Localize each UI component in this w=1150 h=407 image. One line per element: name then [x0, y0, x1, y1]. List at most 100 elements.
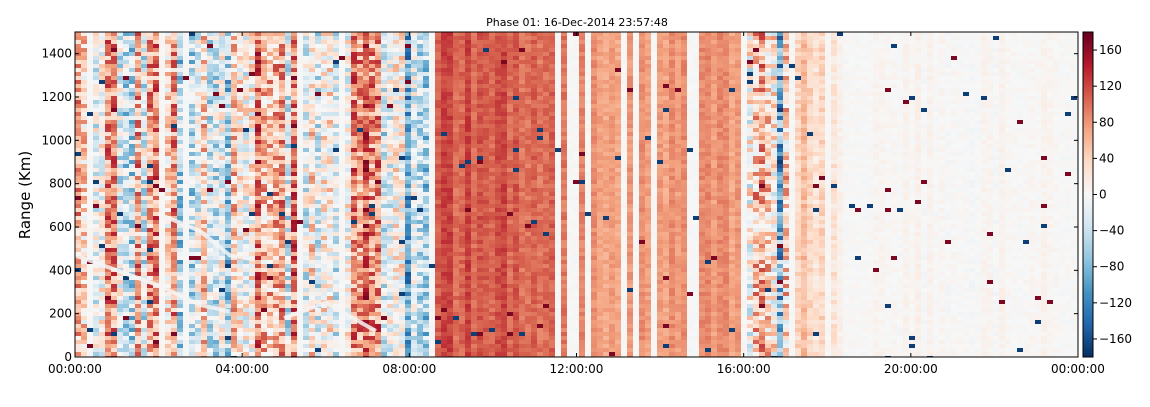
heatmap-cell: [105, 320, 112, 325]
heatmap-cell: [117, 336, 124, 341]
heatmap-cell: [105, 36, 112, 41]
heatmap-cell: [345, 280, 352, 285]
heatmap-cell: [165, 124, 172, 129]
heatmap-cell: [423, 60, 430, 65]
heatmap-cell: [75, 84, 82, 89]
heatmap-cell: [357, 68, 364, 73]
heatmap-cell: [333, 336, 340, 341]
heatmap-cell: [165, 60, 172, 65]
heatmap-cell: [75, 172, 82, 177]
heatmap-cell: [357, 240, 364, 245]
heatmap-cell: [357, 32, 364, 37]
heatmap-cell: [405, 240, 412, 245]
heatmap-cell: [93, 84, 100, 89]
heatmap-cell: [417, 96, 424, 101]
heatmap-cell: [309, 88, 316, 93]
heatmap-cell: [117, 36, 124, 41]
heatmap-cell: [159, 232, 166, 237]
heatmap-cell: [213, 348, 220, 353]
heatmap-cell: [363, 116, 370, 121]
heatmap-cell: [393, 192, 400, 197]
heatmap-cell: [135, 108, 142, 113]
heatmap-cell: [183, 68, 190, 73]
heatmap-cell: [195, 52, 202, 57]
heatmap-cell: [417, 188, 424, 193]
heatmap-cell: [411, 312, 418, 317]
heatmap-cell: [387, 160, 394, 165]
heatmap-cell: [261, 308, 268, 313]
heatmap-cell: [345, 136, 352, 141]
heatmap-cell: [279, 244, 286, 249]
heatmap-cell: [195, 188, 202, 193]
heatmap-cell: [345, 108, 352, 113]
heatmap-cell: [159, 288, 166, 293]
heatmap-cell: [291, 32, 298, 37]
heatmap-cell: [249, 288, 256, 293]
heatmap-cell: [231, 352, 238, 357]
heatmap-cell: [207, 352, 214, 357]
heatmap-cell: [213, 104, 220, 109]
heatmap-cell: [117, 184, 124, 189]
heatmap-cell: [225, 216, 232, 221]
heatmap-cell: [297, 96, 304, 101]
heatmap-cell: [237, 188, 244, 193]
heatmap-cell: [255, 280, 262, 285]
heatmap-cell: [159, 60, 166, 65]
heatmap-cell: [237, 232, 244, 237]
heatmap-cell: [249, 260, 256, 265]
heatmap-cell: [411, 116, 418, 121]
heatmap-cell: [255, 184, 262, 189]
heatmap-cell: [369, 104, 376, 109]
heatmap-cell: [207, 92, 214, 97]
heatmap-cell: [171, 188, 178, 193]
heatmap-cell: [399, 324, 406, 329]
heatmap-cell: [351, 56, 358, 61]
heatmap-cell: [117, 328, 124, 333]
heatmap-cell: [327, 160, 334, 165]
heatmap-cell: [255, 216, 262, 221]
heatmap-cell: [159, 208, 166, 213]
heatmap-cell: [291, 132, 298, 137]
heatmap-cell: [435, 308, 442, 313]
heatmap-cell: [123, 232, 130, 237]
heatmap-cell: [93, 288, 100, 293]
heatmap-cell: [273, 180, 280, 185]
heatmap-cell: [123, 348, 130, 353]
heatmap-cell: [243, 248, 250, 253]
heatmap-cell: [219, 292, 226, 297]
heatmap-cell: [93, 148, 100, 153]
heatmap-cell: [429, 132, 436, 137]
heatmap-cell: [351, 208, 358, 213]
heatmap-cell: [99, 36, 106, 41]
heatmap-cell: [429, 216, 436, 221]
heatmap-cell: [99, 316, 106, 321]
heatmap-cell: [183, 276, 190, 281]
heatmap-cell: [111, 284, 118, 289]
heatmap-cell: [405, 208, 412, 213]
heatmap-cell: [423, 316, 430, 321]
heatmap-cell: [117, 344, 124, 349]
heatmap-cell: [357, 220, 364, 225]
heatmap-cell: [153, 240, 160, 245]
heatmap-cell: [279, 216, 286, 221]
heatmap-cell: [129, 156, 136, 161]
heatmap-cell: [183, 304, 190, 309]
heatmap-cell: [111, 152, 118, 157]
heatmap-cell: [129, 140, 136, 145]
heatmap-cell: [255, 336, 262, 341]
heatmap-cell: [165, 248, 172, 253]
heatmap-cell: [237, 160, 244, 165]
heatmap-cell: [327, 172, 334, 177]
heatmap-cell: [153, 40, 160, 45]
heatmap-cell: [417, 344, 424, 349]
heatmap-cell: [177, 52, 184, 57]
heatmap-cell: [405, 252, 412, 257]
heatmap-cell: [327, 244, 334, 249]
heatmap-cell: [297, 68, 304, 73]
heatmap-cell: [147, 156, 154, 161]
heatmap-cell: [399, 272, 406, 277]
heatmap-cell: [189, 152, 196, 157]
heatmap-cell: [351, 288, 358, 293]
heatmap-cell: [171, 256, 178, 261]
heatmap-cell: [195, 100, 202, 105]
